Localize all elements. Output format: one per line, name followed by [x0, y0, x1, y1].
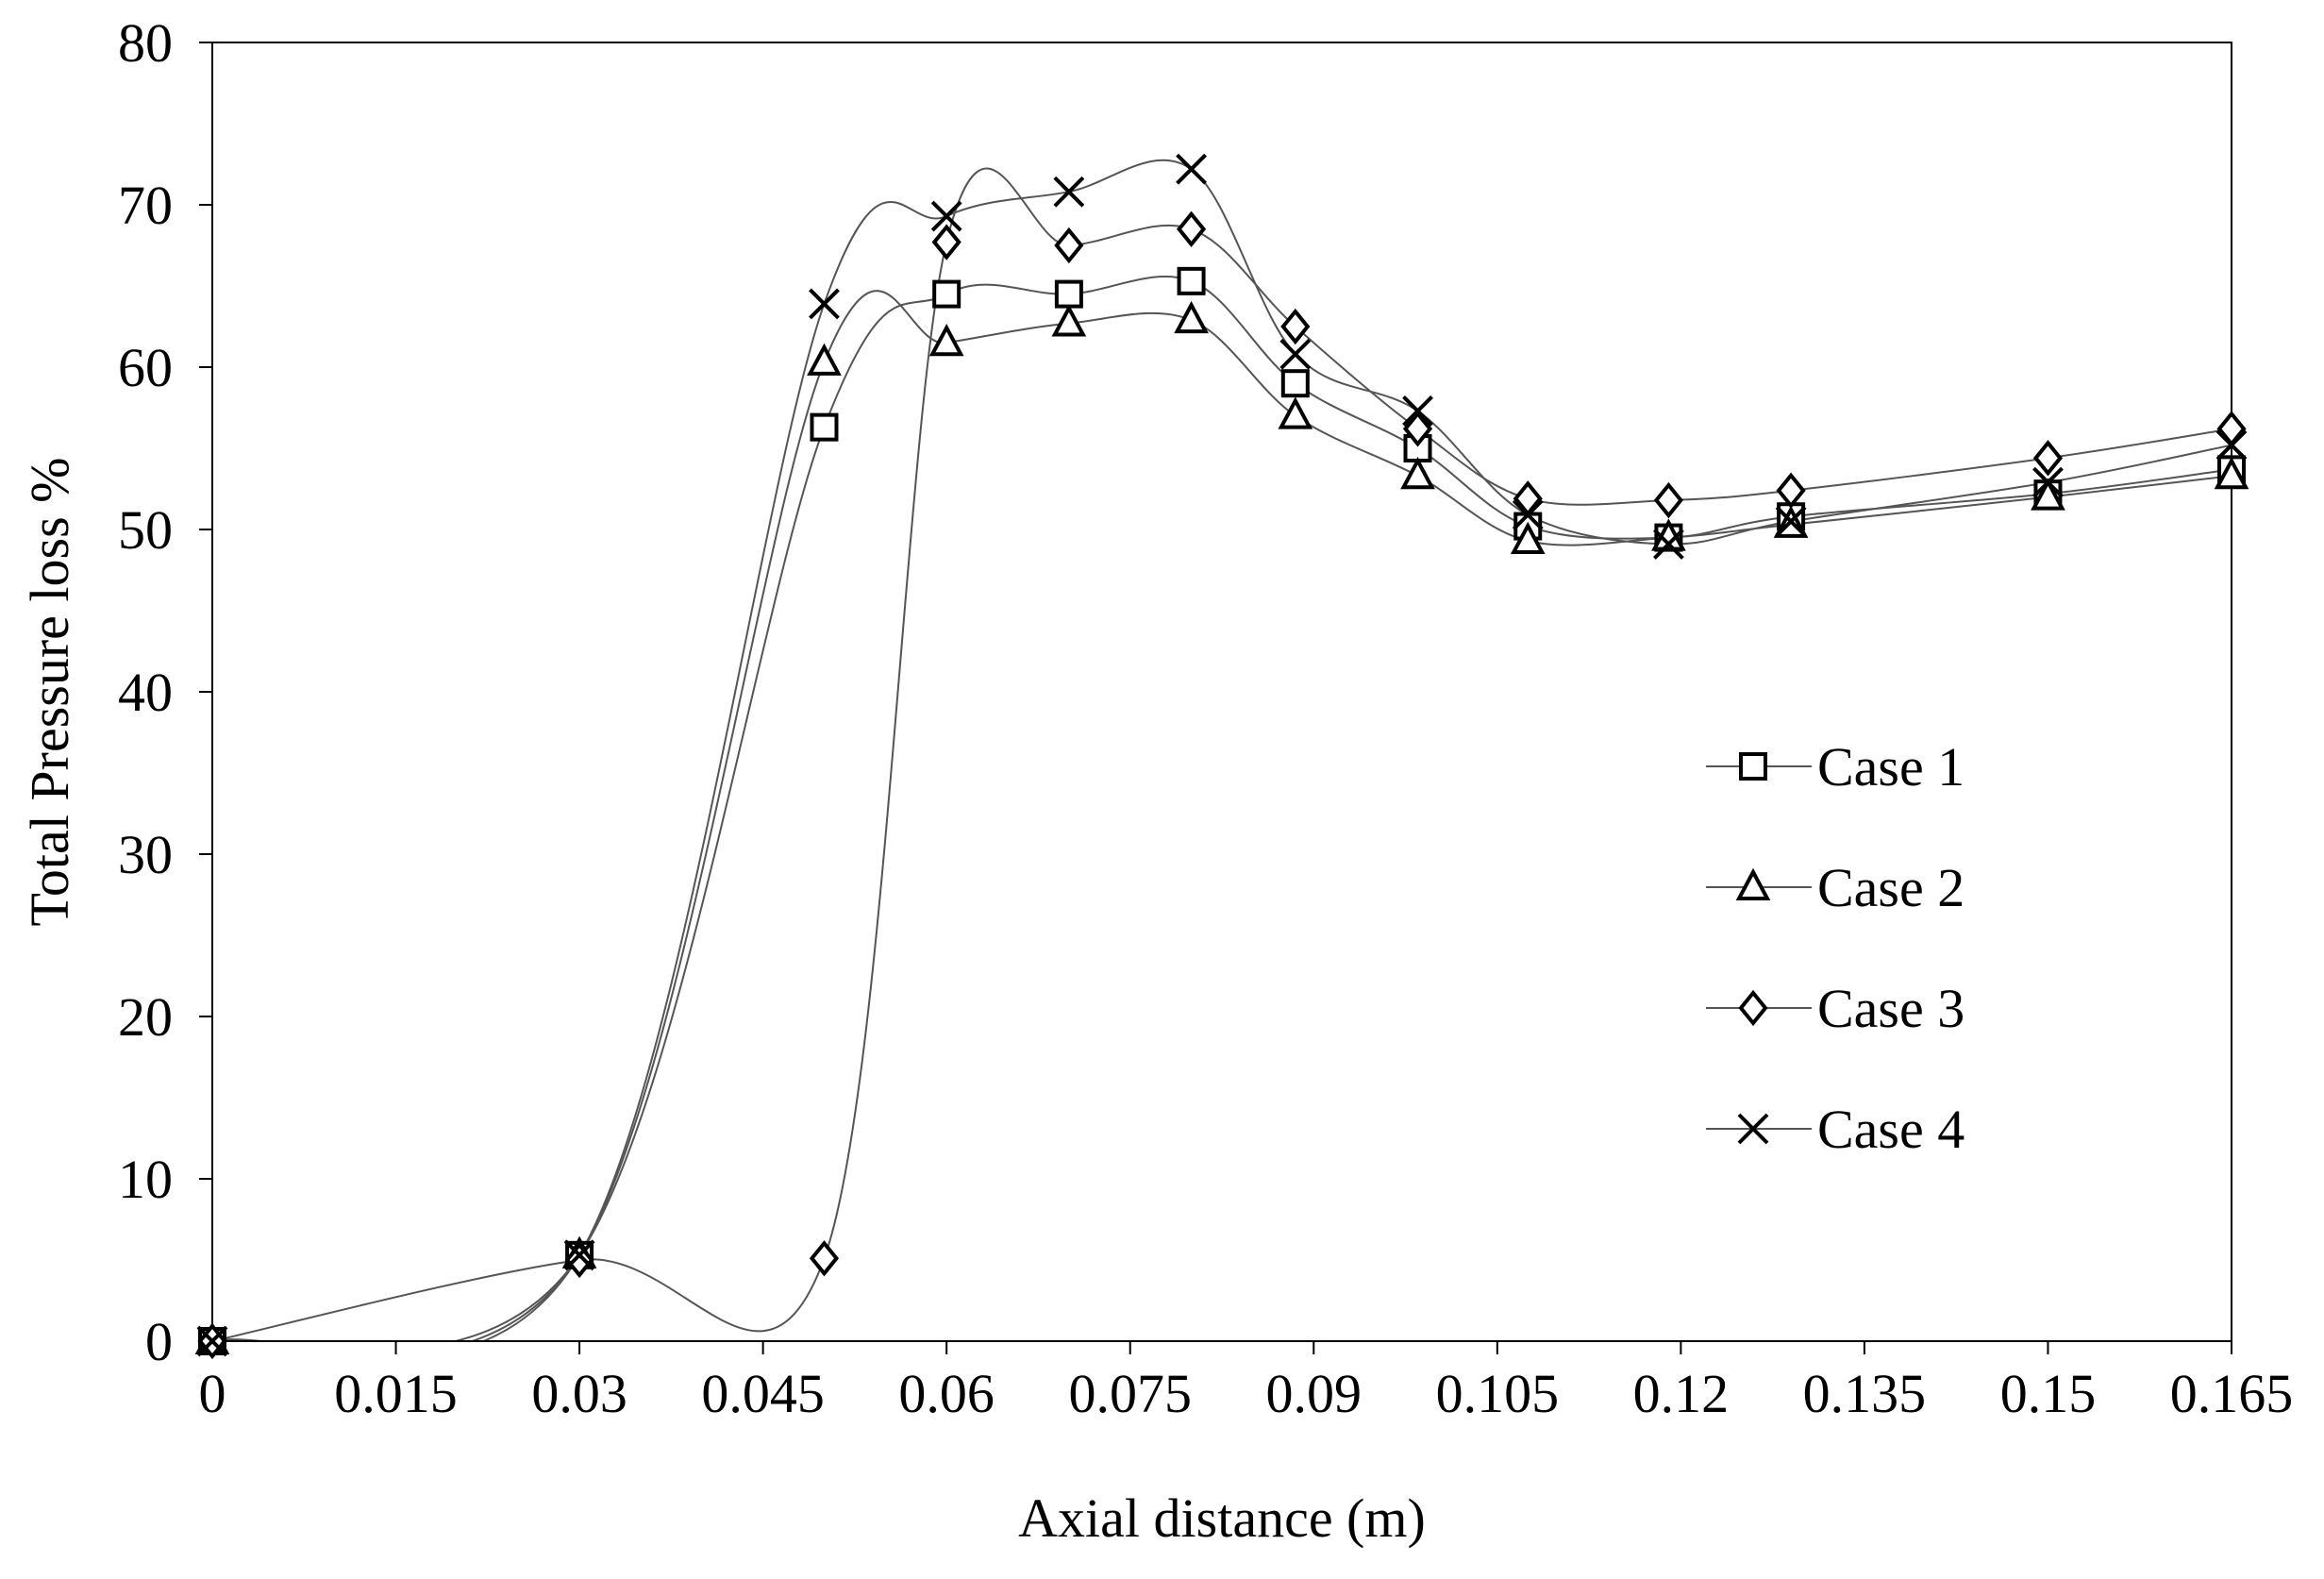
- x-tick-label: 0.015: [334, 1363, 458, 1424]
- data-point-case-1: [1280, 369, 1310, 398]
- x-tick-label: 0.135: [1803, 1363, 1927, 1424]
- data-point-case-4: [2215, 429, 2248, 461]
- x-tick-label: 0.03: [531, 1363, 627, 1424]
- legend-marker-triangle: [1735, 867, 1771, 900]
- data-point-case-3: [931, 224, 961, 260]
- legend-label: Case 3: [1817, 978, 1965, 1039]
- data-point-case-2: [807, 343, 842, 376]
- data-point-case-4: [1775, 505, 1807, 537]
- data-point-case-1: [1177, 266, 1206, 295]
- data-point-case-4: [563, 1239, 595, 1271]
- legend-marker-square: [1739, 752, 1767, 781]
- series-markers: [194, 153, 2249, 1360]
- x-tick-label: 0.165: [2170, 1363, 2294, 1424]
- data-point-case-3: [1653, 481, 1683, 519]
- data-point-case-3: [1280, 308, 1311, 345]
- data-point-case-4: [930, 200, 962, 232]
- series-line-case-2: [212, 290, 2232, 1341]
- data-point-case-1: [932, 279, 961, 309]
- data-point-case-3: [809, 1240, 840, 1277]
- data-point-case-3: [1176, 210, 1207, 247]
- legend-item-case-3: Case 3: [1706, 978, 1965, 1039]
- y-tick-label: 80: [118, 12, 173, 74]
- y-axis-title: Total Pressure loss %: [19, 458, 80, 927]
- legend-marker-x: [1737, 1113, 1769, 1145]
- data-point-case-3: [1054, 227, 1084, 264]
- data-point-case-4: [196, 1325, 228, 1357]
- x-axis-title: Axial distance (m): [1018, 1487, 1426, 1549]
- legend-label: Case 2: [1817, 857, 1965, 918]
- data-point-case-4: [1176, 153, 1207, 185]
- data-point-case-3: [564, 1241, 594, 1279]
- y-tick-label: 70: [118, 175, 173, 236]
- series-line-case-3: [212, 167, 2232, 1341]
- x-tick-label: 0.12: [1633, 1363, 1730, 1424]
- data-point-case-2: [928, 323, 964, 357]
- y-tick-label: 10: [118, 1149, 173, 1210]
- x-tick-label: 0.045: [701, 1363, 825, 1424]
- y-tick-label: 50: [118, 499, 173, 561]
- data-point-case-2: [1278, 396, 1313, 429]
- x-tick-label: 0.15: [2000, 1363, 2097, 1424]
- x-tick-label: 0.075: [1068, 1363, 1192, 1424]
- data-point-case-4: [1402, 395, 1433, 427]
- y-tick-label: 0: [145, 1311, 173, 1372]
- data-point-case-2: [1510, 521, 1546, 555]
- legend-marker-diamond: [1738, 989, 1768, 1027]
- data-point-case-1: [810, 412, 839, 442]
- data-point-case-1: [1054, 279, 1083, 309]
- x-tick-label: 0: [199, 1363, 226, 1424]
- y-tick-label: 20: [118, 986, 173, 1048]
- y-tick-label: 30: [118, 824, 173, 885]
- x-tick-label: 0.06: [898, 1363, 995, 1424]
- x-tick-label: 0.105: [1436, 1363, 1560, 1424]
- data-point-case-4: [809, 288, 840, 320]
- legend: Case 1 Case 2 Case 3 Case 4: [1706, 736, 1965, 1160]
- data-point-case-4: [1053, 176, 1085, 208]
- data-point-case-4: [1652, 529, 1684, 560]
- axis-ticks: 0 0.015 0.03 0.045 0.06 0.075 0.09 0.105 0.12 0.1…: [118, 12, 2293, 1424]
- legend-label: Case 1: [1817, 736, 1965, 798]
- y-tick-label: 60: [118, 337, 173, 398]
- data-point-case-3: [2216, 411, 2247, 447]
- data-point-case-3: [1776, 472, 1806, 509]
- y-tick-label: 40: [118, 662, 173, 723]
- data-point-case-4: [1279, 338, 1312, 370]
- data-point-case-3: [2032, 440, 2064, 477]
- legend-item-case-1: Case 1: [1706, 736, 1965, 798]
- data-point-case-4: [1512, 499, 1544, 530]
- legend-item-case-2: Case 2: [1706, 857, 1965, 918]
- x-tick-label: 0.09: [1266, 1363, 1363, 1424]
- data-point-case-2: [1051, 304, 1087, 337]
- data-point-case-3: [1402, 411, 1433, 447]
- data-point-case-2: [1400, 457, 1435, 490]
- legend-item-case-4: Case 4: [1706, 1099, 1965, 1160]
- data-point-case-4: [2032, 466, 2064, 498]
- series-line-case-1: [212, 276, 2232, 1341]
- legend-label: Case 4: [1817, 1099, 1965, 1160]
- data-point-case-2: [2031, 478, 2065, 511]
- data-point-case-2: [2214, 457, 2249, 490]
- data-point-case-2: [1174, 300, 1209, 334]
